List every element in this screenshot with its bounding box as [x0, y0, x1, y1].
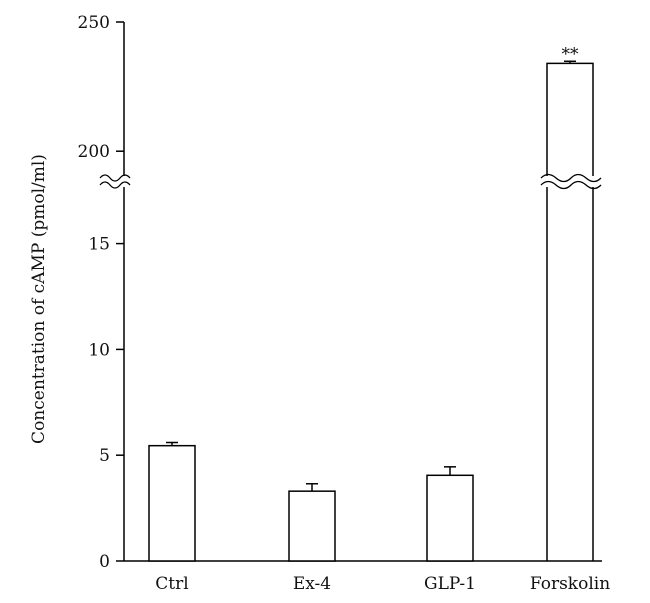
x-tick-label-forskolin: Forskolin: [530, 574, 610, 594]
y-axis-title: Concentration of cAMP (pmol/ml): [29, 154, 49, 444]
significance-label: **: [562, 44, 580, 64]
bar-break-mark-lower: [540, 180, 602, 190]
plot-area: 0 5 10 15 200 250 Ctrl Ex-4 GLP-1 ** Forskolin: [78, 13, 611, 594]
y-tick-0-label: 0: [99, 552, 110, 572]
axis-break-mark-lower: [99, 181, 131, 189]
bar-forskolin-lower: [546, 187, 594, 561]
axis-break-mark-upper: [99, 174, 131, 182]
bar-forskolin-upper: [546, 62, 594, 176]
x-tick-label-ctrl: Ctrl: [155, 574, 188, 594]
x-tick-label-glp-1: GLP-1: [424, 574, 476, 594]
y-tick-10-label: 10: [88, 340, 110, 360]
y-tick-200-label: 200: [78, 142, 110, 162]
x-tick-label-ex-4: Ex-4: [293, 574, 331, 594]
bar-glp-1: [426, 474, 474, 562]
bar-break-mark-upper: [540, 173, 602, 183]
y-tick-250-label: 250: [78, 13, 110, 33]
y-tick-15-label: 15: [88, 235, 110, 255]
y-tick-5-label: 5: [99, 446, 110, 466]
bar-ex-4: [288, 490, 336, 562]
bar-ctrl: [148, 444, 196, 562]
